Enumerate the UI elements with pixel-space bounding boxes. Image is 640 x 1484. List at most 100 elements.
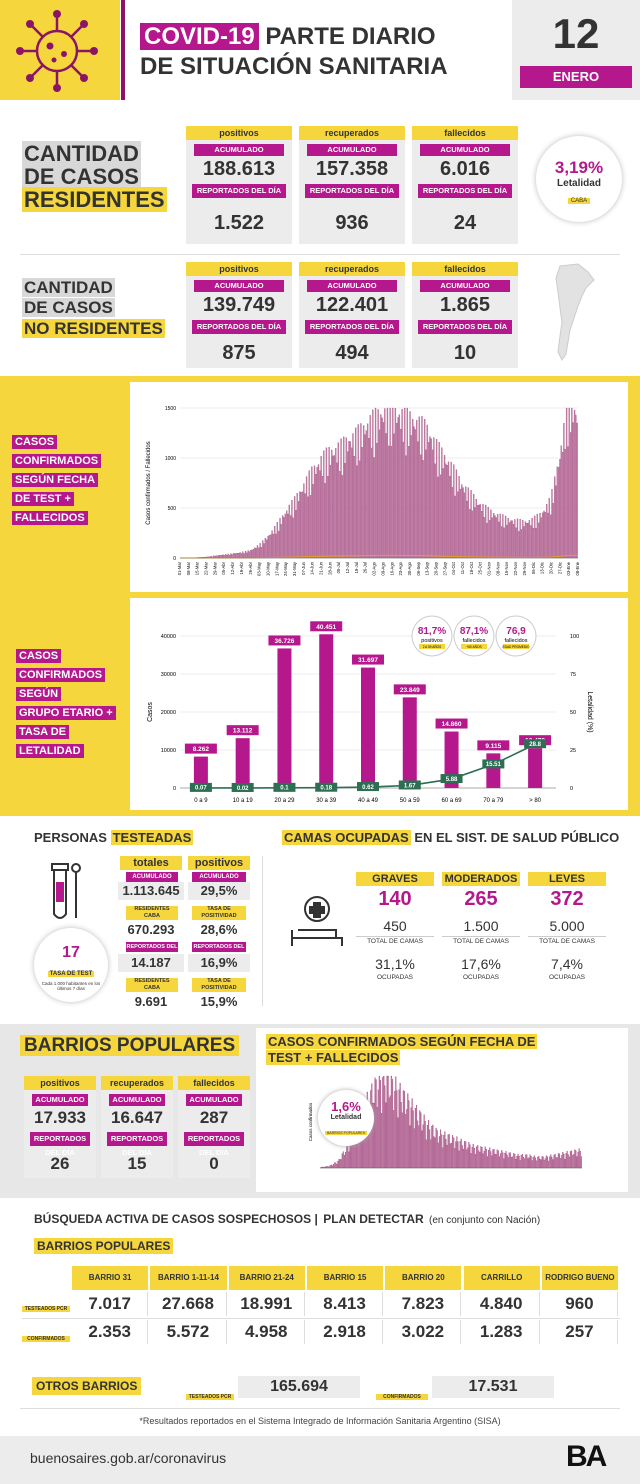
confirmados-label: CONFIRMADOS xyxy=(22,1336,70,1342)
bar xyxy=(307,496,309,559)
y-axis-label: Casos xyxy=(147,702,154,722)
stat-rep-value: 936 xyxy=(335,212,369,234)
bar xyxy=(502,1152,504,1169)
bar xyxy=(443,1135,445,1169)
bar xyxy=(438,1136,440,1169)
stat-acc-label: ACUMULADO xyxy=(420,280,510,292)
bar xyxy=(566,1151,568,1169)
bar xyxy=(427,442,430,559)
letalidad-label-bg xyxy=(231,782,254,792)
y-axis-label: Casos confirmados / Fallecidos xyxy=(146,441,152,524)
value-label-bg xyxy=(393,684,426,695)
bar xyxy=(387,1075,389,1169)
bar xyxy=(489,520,491,559)
letalidad-label-bg xyxy=(273,782,296,792)
bar xyxy=(580,1156,582,1169)
otros-barrios-label: OTROS BARRIOS xyxy=(32,1377,142,1395)
bar xyxy=(471,510,473,559)
rep-label: REPORTADOS DEL DÍA xyxy=(192,942,246,960)
bar xyxy=(346,1145,348,1169)
bar xyxy=(430,438,432,559)
bar xyxy=(523,526,525,559)
bar xyxy=(474,1153,477,1169)
bp-col-header: CARRILLO xyxy=(463,1266,540,1290)
bar xyxy=(505,1151,507,1169)
bar xyxy=(421,416,423,559)
bar xyxy=(491,517,493,559)
bar xyxy=(544,512,546,559)
footer-url-link[interactable]: buenosaires.gob.ar/coronavirus xyxy=(30,1450,227,1466)
bar xyxy=(402,1090,404,1169)
bar xyxy=(376,1106,378,1169)
bar xyxy=(457,491,459,559)
bar xyxy=(485,1149,487,1169)
bp-confirmados: 1.283 xyxy=(464,1320,540,1344)
bp-testeados: 960 xyxy=(542,1292,619,1316)
bar xyxy=(481,511,483,559)
x-tick-label: 18-Oct xyxy=(469,561,474,574)
bar xyxy=(501,1150,503,1169)
bar xyxy=(511,520,513,559)
bar xyxy=(348,1151,350,1169)
bar xyxy=(430,1139,432,1169)
bar xyxy=(449,1143,451,1169)
otros-test-label: TESTEADOS PCR xyxy=(186,1376,234,1400)
bar xyxy=(488,1150,490,1169)
bar xyxy=(274,526,276,559)
bar xyxy=(569,1151,571,1169)
y2-tick-label: 0 xyxy=(570,786,573,792)
testeados-label: TESTEADOS PCR xyxy=(22,1306,70,1312)
bar xyxy=(453,464,455,559)
bar xyxy=(476,1146,478,1169)
camas-total: 5.000 xyxy=(549,918,585,934)
value-label-bg xyxy=(435,718,468,729)
letalidad-label-bg xyxy=(482,759,505,769)
bar xyxy=(577,1151,579,1169)
bar xyxy=(532,527,535,559)
bar xyxy=(292,517,294,559)
bar xyxy=(576,422,578,559)
camas-total-label: TOTAL DE CAMAS xyxy=(528,936,606,945)
bar xyxy=(345,1152,347,1169)
bp-col-header: BARRIO 20 xyxy=(385,1266,462,1290)
bar xyxy=(484,1146,486,1169)
bar xyxy=(467,1147,469,1169)
bar xyxy=(506,1154,508,1169)
bp-confirmados: 4.958 xyxy=(229,1320,305,1344)
bar xyxy=(415,1105,418,1169)
bar xyxy=(291,499,293,559)
bar xyxy=(552,1159,554,1169)
camas-ocup-label: OCUPADAS xyxy=(463,974,499,981)
bar xyxy=(433,437,435,559)
bar xyxy=(547,512,549,559)
x-tick-label: 30 a 39 xyxy=(316,798,337,804)
bar xyxy=(530,525,532,559)
bar xyxy=(485,504,487,559)
bar xyxy=(333,455,336,559)
bar xyxy=(332,1163,335,1169)
bar xyxy=(340,438,342,559)
bar xyxy=(376,443,378,559)
bar xyxy=(429,1129,431,1169)
letalidad-label: 28.8 xyxy=(529,742,541,748)
bar xyxy=(284,513,286,559)
bar xyxy=(510,520,512,559)
bar xyxy=(557,1153,559,1169)
bar xyxy=(381,417,383,559)
vertical-separator xyxy=(262,856,263,1006)
x-tick-label: 03-Ene xyxy=(566,561,571,575)
x-tick-label: 05-Jul xyxy=(336,562,341,573)
x-tick-label: 08-Mar xyxy=(186,561,191,575)
bar xyxy=(522,1157,525,1169)
bar xyxy=(335,448,337,559)
bar xyxy=(533,1155,535,1169)
bar xyxy=(409,411,411,559)
bar xyxy=(290,515,292,559)
x-tick-label: 29-Nov xyxy=(522,561,527,575)
chart3-title: CASOS CONFIRMADOS SEGÚN FECHA DE TEST + … xyxy=(266,1034,538,1066)
stat-label: fallecidos xyxy=(412,262,518,276)
bar xyxy=(279,518,281,559)
bar xyxy=(345,437,347,559)
bar xyxy=(353,456,355,559)
stat-rep-value: 875 xyxy=(222,342,256,364)
